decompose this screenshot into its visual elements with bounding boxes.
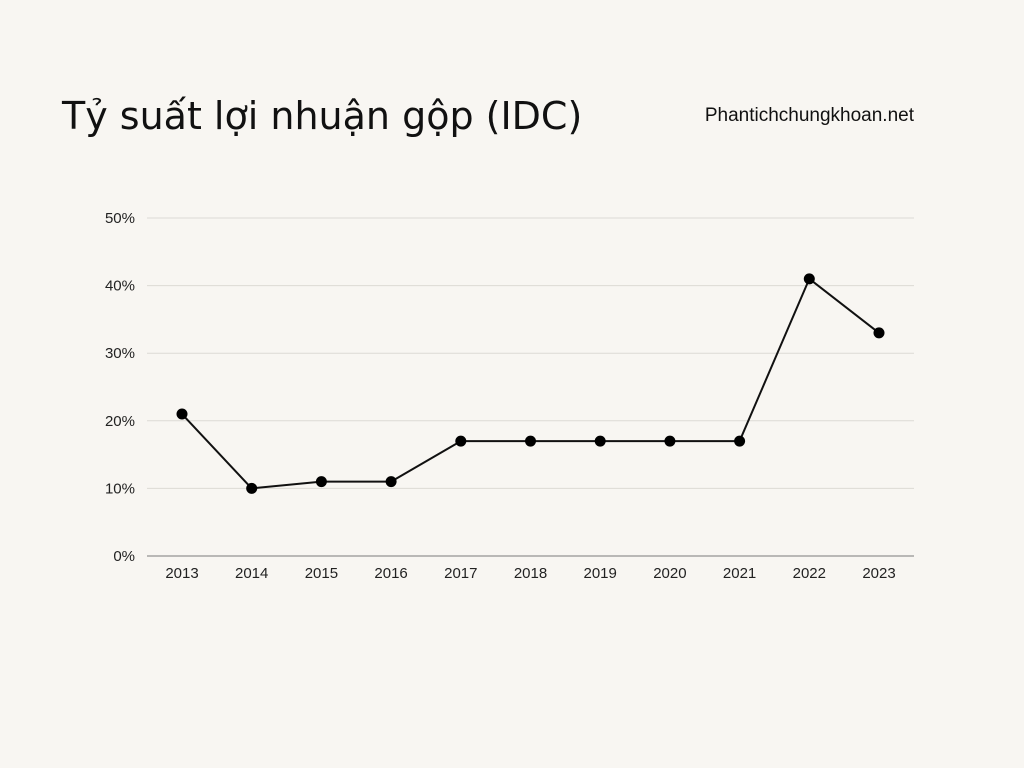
data-point-2020	[664, 435, 676, 447]
data-point-2016	[385, 476, 397, 488]
site-watermark: Phantichchungkhoan.net	[704, 105, 914, 126]
data-point-2013	[176, 408, 188, 420]
data-point-2014	[246, 482, 258, 494]
y-tick-label: 20%	[105, 413, 135, 430]
y-tick-label: 50%	[105, 210, 135, 227]
x-tick-label: 2016	[374, 565, 407, 582]
y-tick-label: 40%	[105, 278, 135, 295]
grid-lines	[147, 217, 914, 489]
y-tick-labels: 0% 10% 20% 30% 40% 50%	[105, 210, 135, 565]
data-point-2021	[734, 435, 746, 447]
data-point-2015	[315, 476, 327, 488]
data-point-2022	[803, 273, 815, 285]
chart-title: Tỷ suất lợi nhuận gộp (IDC)	[62, 94, 583, 138]
y-tick-label: 10%	[105, 480, 135, 497]
x-tick-label: 2017	[444, 565, 477, 582]
data-point-2019	[594, 435, 606, 447]
x-tick-label: 2023	[862, 565, 895, 582]
x-tick-label: 2019	[584, 565, 617, 582]
data-points	[176, 273, 885, 494]
y-tick-label: 30%	[105, 345, 135, 362]
x-tick-label: 2013	[165, 565, 198, 582]
x-tick-label: 2021	[723, 565, 756, 582]
x-tick-label: 2018	[514, 565, 547, 582]
series-line-layer	[181, 277, 880, 490]
data-point-2023	[873, 327, 885, 339]
x-tick-label: 2014	[235, 565, 268, 582]
x-tick-labels: 2013 2014 2015 2016 2017 2018 2019 2020 2021 2022…	[165, 565, 895, 582]
x-tick-label: 2015	[305, 565, 338, 582]
y-tick-label: 0%	[113, 548, 135, 565]
x-tick-label: 2020	[653, 565, 686, 582]
x-tick-label: 2022	[793, 565, 826, 582]
data-point-2018	[525, 435, 536, 447]
data-point-2017	[455, 435, 467, 447]
series-line	[181, 277, 880, 490]
